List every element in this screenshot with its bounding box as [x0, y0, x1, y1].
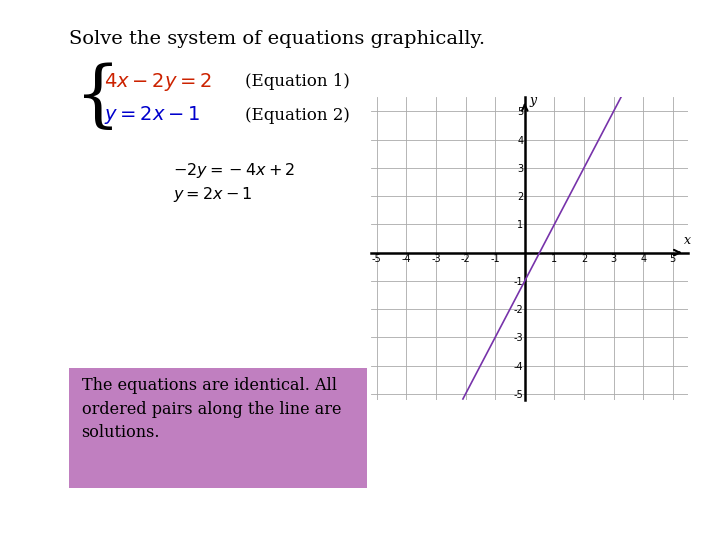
Text: y: y	[529, 93, 536, 106]
Text: $y=2x-1$: $y=2x-1$	[104, 104, 200, 126]
Text: (Equation 1): (Equation 1)	[245, 73, 350, 91]
Text: The equations are identical. All
ordered pairs along the line are
solutions.: The equations are identical. All ordered…	[81, 377, 341, 441]
FancyBboxPatch shape	[69, 368, 366, 488]
Text: {: {	[75, 63, 121, 133]
Text: Solve the system of equations graphically.: Solve the system of equations graphicall…	[69, 30, 485, 48]
Text: x: x	[684, 234, 691, 247]
Text: (Equation 2): (Equation 2)	[245, 106, 350, 124]
Text: $4x-2y=2$: $4x-2y=2$	[104, 71, 212, 93]
Text: $-2y=-4x+2$: $-2y=-4x+2$	[173, 160, 295, 179]
Text: $y=2x-1$: $y=2x-1$	[173, 186, 252, 205]
